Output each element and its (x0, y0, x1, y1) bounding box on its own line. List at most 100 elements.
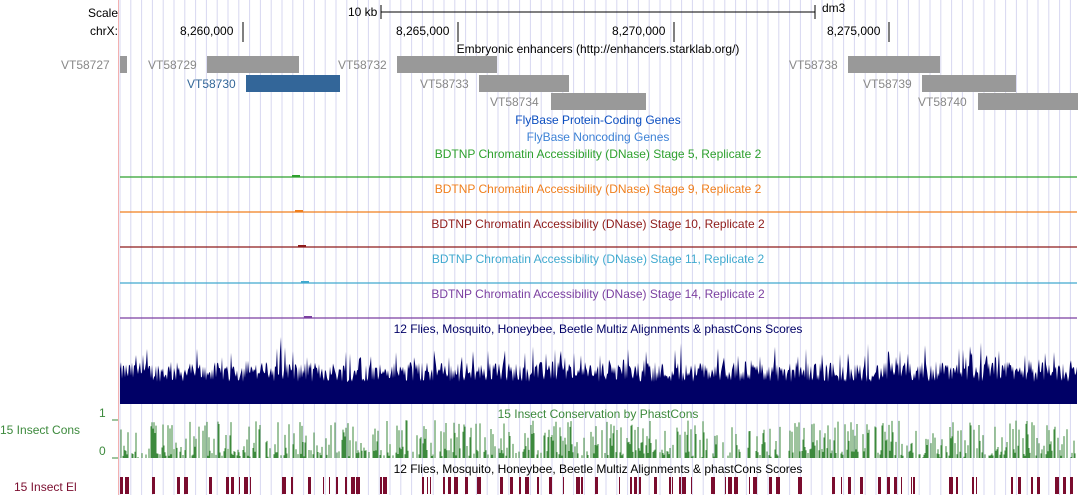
conserved-element-block (454, 477, 458, 494)
conserved-element-block (308, 477, 311, 494)
phastcons-axis-max: 1 (99, 406, 106, 420)
conserved-element-block (691, 477, 692, 494)
conserved-element-block (549, 477, 552, 494)
conserved-element-block (448, 477, 451, 494)
enhancer-feature[interactable] (848, 56, 940, 73)
dnase-stage14-track-title[interactable]: BDTNP Chromatin Accessibility (DNase) St… (431, 287, 765, 301)
conserved-element-block (841, 477, 842, 494)
conserved-element-block (976, 477, 977, 494)
assembly-label: dm3 (822, 1, 846, 15)
conserved-element-block (1063, 477, 1066, 494)
ruler[interactable] (0, 0, 1078, 48)
enhancer-feature[interactable] (120, 56, 127, 73)
conserved-element-block (913, 477, 915, 494)
conserved-elements-track-title[interactable]: 12 Flies, Mosquito, Honeybee, Beetle Mul… (393, 462, 803, 476)
enhancer-label[interactable]: VT58727 (61, 58, 110, 72)
dnase-signal-peak (292, 175, 300, 177)
tick-label: 8,275,000 (827, 24, 881, 38)
enhancer-label[interactable]: VT58733 (420, 77, 469, 91)
conserved-element-block (282, 477, 286, 494)
enhancers-track-title[interactable]: Embryonic enhancers (http://enhancers.st… (456, 42, 740, 56)
conserved-element-block (125, 477, 129, 494)
conserved-element-block (250, 477, 251, 494)
conserved-element-block (878, 477, 881, 494)
conserved-element-block (209, 477, 212, 494)
conserved-element-block (231, 477, 234, 494)
multiz-track-title[interactable]: 12 Flies, Mosquito, Honeybee, Beetle Mul… (393, 322, 803, 336)
enhancer-feature[interactable] (978, 93, 1078, 110)
conserved-element-block (972, 477, 974, 494)
dnase-stage9-track-title[interactable]: BDTNP Chromatin Accessibility (DNase) St… (434, 182, 762, 196)
enhancer-label[interactable]: VT58740 (918, 95, 967, 109)
enhancer-label[interactable]: VT58739 (863, 77, 912, 91)
conserved-element-block (510, 477, 513, 494)
conserved-element-block (679, 477, 681, 494)
conserved-element-block (291, 477, 293, 494)
multiz-conservation-waveform (120, 337, 1077, 404)
dnase-signal-peak (301, 281, 309, 283)
enhancer-feature[interactable] (551, 93, 646, 110)
conserved-element-block (832, 477, 835, 494)
dnase-stage11-track-title[interactable]: BDTNP Chromatin Accessibility (DNase) St… (431, 252, 765, 266)
conserved-element-block (576, 477, 580, 494)
conserved-element-block (430, 477, 431, 494)
conserved-element-block (887, 477, 890, 494)
conserved-element-block (725, 477, 726, 494)
phastcons-side-label[interactable]: 15 Insect Cons (0, 423, 81, 437)
conserved-element-block (1037, 477, 1040, 494)
noncoding-genes-track-title[interactable]: FlyBase Noncoding Genes (526, 130, 670, 144)
enhancer-label[interactable]: VT58738 (789, 58, 838, 72)
conserved-element-block (239, 477, 240, 494)
dnase-signal-peak (295, 210, 303, 212)
conserved-element-block (465, 477, 468, 494)
enhancer-feature[interactable] (479, 75, 569, 92)
chrom-label: chrX: (89, 24, 118, 38)
protein-coding-genes-track-title[interactable]: FlyBase Protein-Coding Genes (515, 113, 681, 127)
enhancer-label[interactable]: VT58729 (148, 58, 197, 72)
conserved-element-block (595, 477, 598, 494)
tick-label: 8,265,000 (396, 24, 450, 38)
conserved-elements-side-label[interactable]: 15 Insect El (14, 480, 77, 494)
conserved-element-block (901, 477, 902, 494)
conserved-element-block (443, 477, 445, 494)
conserved-element-block (776, 477, 780, 494)
enhancer-label-highlight[interactable]: VT58730 (187, 77, 236, 91)
conserved-element-block (427, 477, 428, 494)
dnase-stage5-track-title[interactable]: BDTNP Chromatin Accessibility (DNase) St… (434, 147, 762, 161)
tick-label: 8,270,000 (612, 24, 666, 38)
conserved-element-block (956, 477, 958, 494)
enhancer-feature-highlight[interactable] (246, 75, 340, 92)
conserved-element-block (753, 477, 757, 494)
conserved-element-block (329, 477, 330, 494)
conserved-element-block (383, 477, 387, 494)
phastcons-track-title[interactable]: 15 Insect Conservation by PhastCons (497, 407, 699, 421)
conserved-element-block (1011, 477, 1013, 494)
scale-label: Scale (87, 6, 118, 20)
conserved-element-block (500, 477, 503, 494)
conserved-element-block (323, 477, 324, 494)
conserved-element-block (351, 477, 355, 494)
conserved-element-block (244, 477, 248, 494)
dnase-signal-peak (298, 245, 306, 247)
conserved-element-block (634, 477, 637, 494)
conserved-element-block (1018, 477, 1021, 494)
enhancer-label[interactable]: VT58734 (490, 95, 539, 109)
tick-label: 8,260,000 (180, 24, 234, 38)
phastcons-score-bars (120, 420, 1076, 458)
dnase-stage10-track-title[interactable]: BDTNP Chromatin Accessibility (DNase) St… (431, 217, 765, 231)
conserved-element-block (581, 477, 583, 494)
conserved-element-block (894, 477, 897, 494)
conserved-element-block (380, 477, 382, 494)
conserved-element-block (525, 477, 529, 494)
enhancer-feature[interactable] (397, 56, 497, 73)
enhancer-label[interactable]: VT58732 (338, 58, 387, 72)
enhancer-feature[interactable] (922, 75, 1016, 92)
conserved-element-block (1031, 477, 1033, 494)
conserved-element-block (911, 477, 912, 494)
conserved-element-block (336, 477, 338, 494)
conserved-element-block (860, 477, 863, 494)
conserved-element-block (184, 477, 188, 494)
enhancer-feature[interactable] (207, 56, 299, 73)
